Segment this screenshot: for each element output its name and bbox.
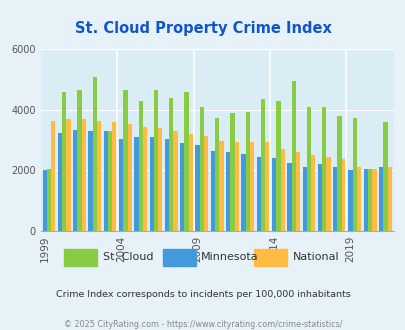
Bar	[387, 167, 391, 231]
Bar	[112, 122, 116, 231]
Bar	[51, 120, 55, 231]
Bar	[234, 142, 238, 231]
Bar	[337, 116, 341, 231]
Bar	[245, 112, 249, 231]
Bar	[92, 77, 97, 231]
Bar	[371, 169, 375, 231]
Bar	[241, 154, 245, 231]
Bar	[260, 99, 264, 231]
Bar	[363, 169, 367, 231]
Text: St. Cloud Property Crime Index: St. Cloud Property Crime Index	[75, 21, 330, 36]
Text: © 2025 CityRating.com - https://www.cityrating.com/crime-statistics/: © 2025 CityRating.com - https://www.city…	[64, 320, 341, 329]
Text: St. Cloud: St. Cloud	[102, 252, 153, 262]
Bar	[180, 143, 184, 231]
Bar	[195, 145, 199, 231]
Bar	[317, 164, 321, 231]
Bar	[149, 137, 153, 231]
Bar	[382, 122, 387, 231]
Bar	[291, 81, 295, 231]
Bar	[143, 127, 147, 231]
Bar	[188, 134, 192, 231]
Bar	[286, 163, 291, 231]
Bar	[158, 128, 162, 231]
Bar	[62, 92, 66, 231]
Bar	[275, 101, 280, 231]
Bar	[302, 167, 306, 231]
Bar	[226, 152, 230, 231]
Bar	[280, 149, 284, 231]
Bar	[204, 136, 208, 231]
Bar	[58, 133, 62, 231]
Bar	[97, 120, 101, 231]
Bar	[153, 90, 158, 231]
Bar	[173, 131, 177, 231]
Bar	[321, 107, 326, 231]
Bar	[123, 90, 127, 231]
Bar	[43, 171, 47, 231]
Bar	[66, 119, 70, 231]
Bar	[230, 113, 234, 231]
Bar	[219, 141, 223, 231]
Bar	[169, 98, 173, 231]
Bar	[73, 130, 77, 231]
Bar	[295, 152, 299, 231]
Bar	[184, 92, 188, 231]
Bar	[138, 101, 143, 231]
Text: National: National	[292, 252, 338, 262]
Bar	[199, 107, 204, 231]
Bar	[210, 151, 215, 231]
Bar	[254, 249, 286, 266]
Bar	[256, 157, 260, 231]
Bar	[352, 117, 356, 231]
Bar	[310, 155, 315, 231]
Bar	[162, 249, 195, 266]
Bar	[127, 124, 132, 231]
Bar	[134, 137, 138, 231]
Bar	[47, 169, 51, 231]
Bar	[108, 131, 112, 231]
Bar	[81, 119, 86, 231]
Bar	[249, 142, 254, 231]
Bar	[378, 167, 382, 231]
Bar	[367, 169, 371, 231]
Text: Minnesota: Minnesota	[201, 252, 258, 262]
Bar	[347, 171, 352, 231]
Bar	[264, 142, 269, 231]
Bar	[332, 167, 337, 231]
Text: Crime Index corresponds to incidents per 100,000 inhabitants: Crime Index corresponds to incidents per…	[55, 290, 350, 299]
Bar	[271, 158, 275, 231]
Bar	[306, 107, 310, 231]
Bar	[326, 157, 330, 231]
Bar	[88, 131, 92, 231]
Bar	[77, 90, 81, 231]
Bar	[64, 249, 97, 266]
Bar	[164, 139, 169, 231]
Bar	[104, 131, 108, 231]
Bar	[215, 117, 219, 231]
Bar	[356, 167, 360, 231]
Bar	[119, 139, 123, 231]
Bar	[341, 159, 345, 231]
